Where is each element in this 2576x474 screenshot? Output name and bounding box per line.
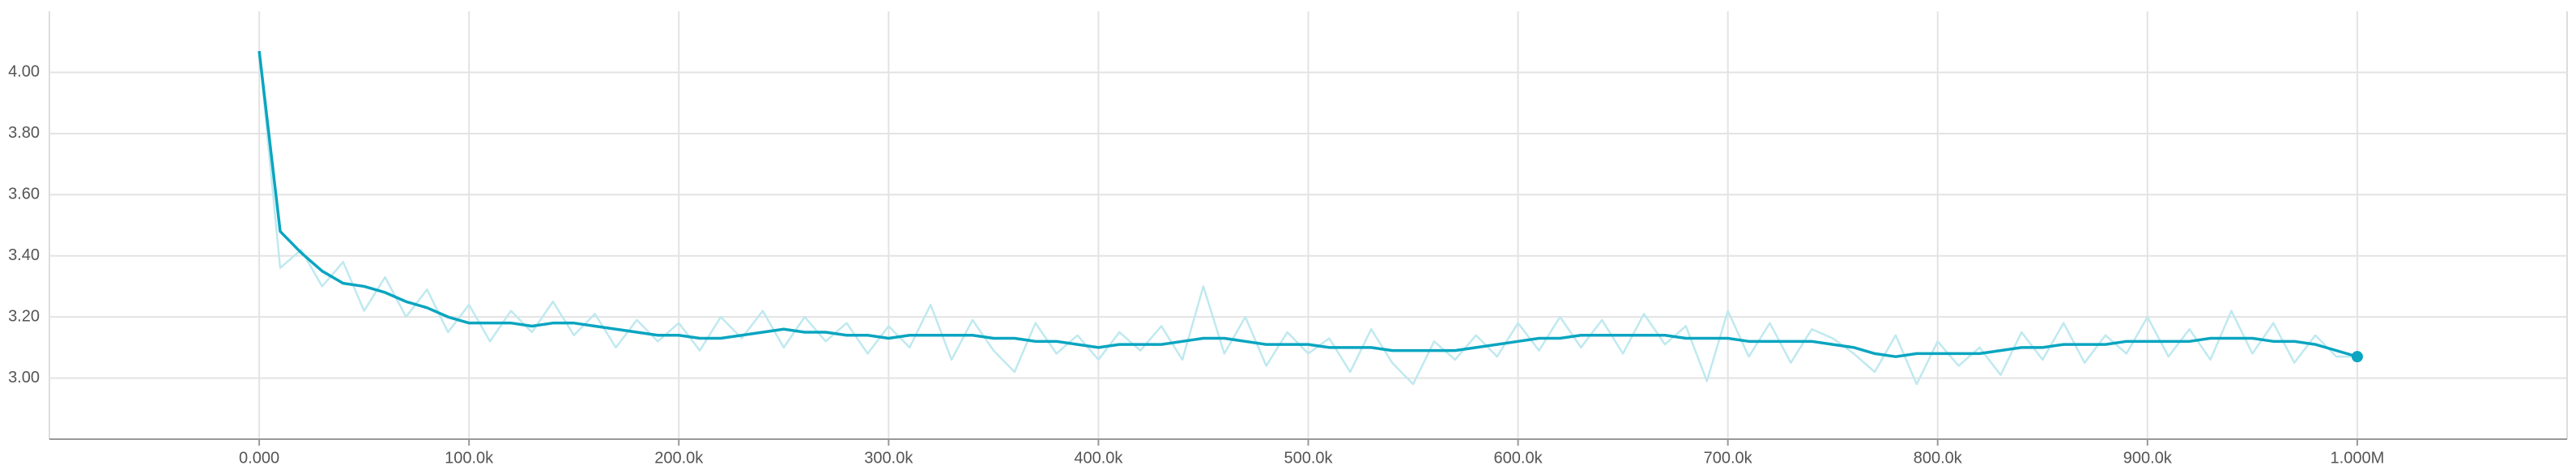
x-tick-label: 700.0k — [1704, 449, 1753, 467]
y-tick-label: 3.20 — [8, 307, 40, 325]
x-tick-label: 200.0k — [654, 449, 704, 467]
series-line — [258, 50, 2357, 386]
x-tick-label: 400.0k — [1074, 449, 1123, 467]
y-tick-label: 3.00 — [8, 369, 40, 386]
y-tick-label: 3.60 — [8, 186, 40, 203]
x-tick-label: 900.0k — [2123, 449, 2173, 467]
series-line — [258, 50, 2358, 358]
x-tick-label: 100.0k — [445, 449, 494, 467]
x-tick-label: 800.0k — [1914, 449, 1963, 467]
x-tick-label: 0.000 — [239, 449, 279, 467]
y-tick-label: 4.00 — [8, 63, 40, 81]
x-tick-label: 600.0k — [1494, 449, 1543, 467]
end-point — [2351, 351, 2363, 363]
y-tick-label: 3.40 — [8, 246, 40, 264]
x-tick-label: 500.0k — [1284, 449, 1333, 467]
x-tick-label: 1.000M — [2331, 449, 2385, 467]
y-tick-label: 3.80 — [8, 124, 40, 142]
x-tick-label: 300.0k — [864, 449, 913, 467]
